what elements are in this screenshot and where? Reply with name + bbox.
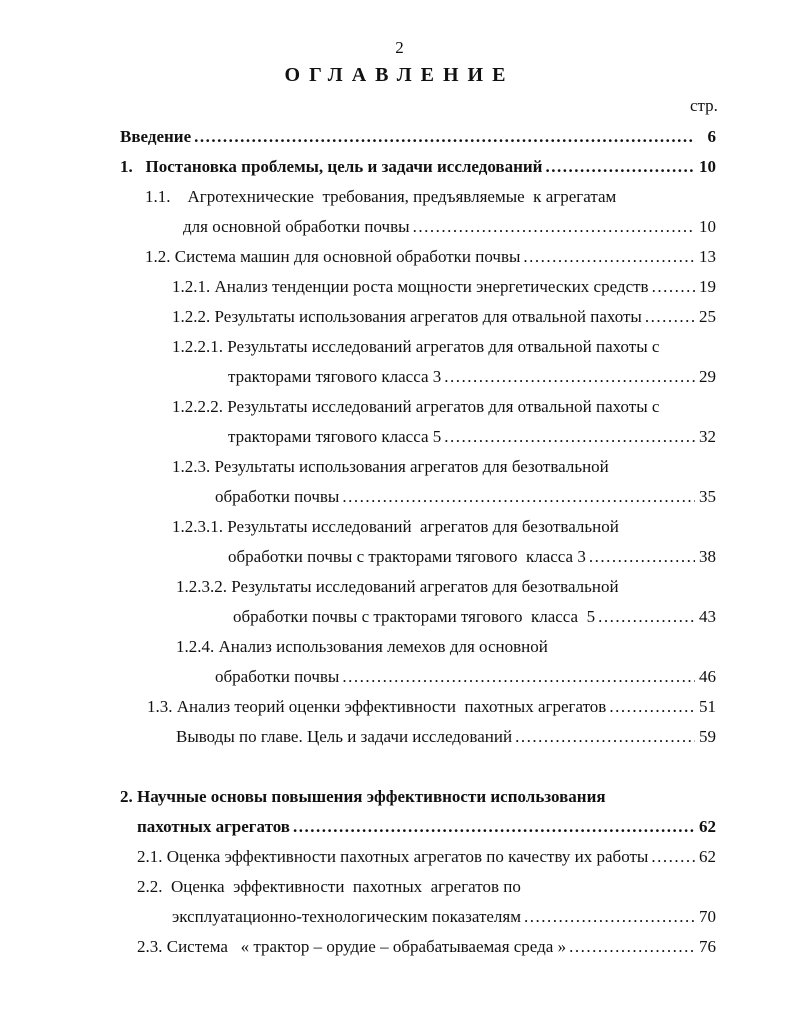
toc-entry-title: 1.2.2.2. Результаты исследований агрегат… [172, 397, 660, 416]
toc-entry: пахотных агрегатов 62 [137, 816, 716, 838]
toc-entry: Введение 6 [120, 126, 716, 148]
dot-leader [524, 906, 695, 928]
toc-entry-title: пахотных агрегатов [137, 817, 290, 836]
dot-leader [651, 846, 695, 868]
toc-entry-title: 1.2.4. Анализ использования лемехов для … [176, 637, 548, 656]
toc-entry-page: 6 [707, 127, 717, 146]
toc-entry-page: 38 [699, 547, 716, 566]
dot-leader [598, 606, 695, 628]
dot-leader [609, 696, 695, 718]
toc-entry-page: 10 [699, 217, 716, 236]
toc-entry-title: 1. Постановка проблемы, цель и задачи ис… [120, 157, 543, 176]
toc-entry: 1. Постановка проблемы, цель и задачи ис… [120, 156, 716, 178]
toc-entry: обработки почвы с тракторами тягового кл… [233, 606, 716, 628]
dot-leader [515, 726, 695, 748]
toc-entry: 1.2.4. Анализ использования лемехов для … [176, 636, 548, 658]
toc-entry: тракторами тягового класса 5 32 [228, 426, 716, 448]
toc-entry-title: 1.2.1. Анализ тенденции роста мощности э… [172, 277, 649, 296]
toc-entry-title: 1.2.3.1. Результаты исследований агрегат… [172, 517, 619, 536]
toc-entry-title: эксплуатационно-технологическим показате… [172, 907, 521, 926]
toc-entry: 1.2.3.2. Результаты исследований агрегат… [176, 576, 619, 598]
toc-entry-page: 76 [699, 937, 716, 956]
toc-entry-title: 1.2.2.1. Результаты исследований агрегат… [172, 337, 660, 356]
toc-entry-title: 2. Научные основы повышения эффективност… [120, 787, 606, 806]
toc-entry-title: 1.2.2. Результаты использования агрегато… [172, 307, 642, 326]
toc-entry: 2.3. Система « трактор – орудие – обраба… [137, 936, 716, 958]
toc-entry-page: 35 [699, 487, 716, 506]
dot-leader [523, 246, 695, 268]
dot-leader [652, 276, 695, 298]
toc-entry-page: 29 [699, 367, 716, 386]
toc-entry-title: Выводы по главе. Цель и задачи исследова… [176, 727, 513, 746]
dot-leader [293, 816, 695, 838]
toc-entry-page: 59 [699, 727, 716, 746]
toc-entry-title: 1.2.3. Результаты использования агрегато… [172, 457, 609, 476]
page-number: 2 [395, 38, 404, 57]
toc-entry: 2.1. Оценка эффективности пахотных агрег… [137, 846, 716, 868]
toc-entry-title: 1.3. Анализ теорий оценки эффективности … [147, 697, 607, 716]
dot-leader [194, 126, 695, 148]
toc-entry-title: 1.1. Агротехнические требования, предъяв… [145, 187, 617, 206]
toc-entry-title: обработки почвы [215, 487, 340, 506]
toc-entry-title: 1.2. Система машин для основной обработк… [145, 247, 521, 266]
toc-entry-page: 13 [699, 247, 716, 266]
toc-entry-page: 10 [699, 157, 716, 176]
toc-entry: Выводы по главе. Цель и задачи исследова… [176, 726, 716, 748]
toc-entry-title: обработки почвы с тракторами тягового кл… [228, 547, 586, 566]
toc-entry: 2. Научные основы повышения эффективност… [120, 786, 606, 808]
toc-entry-title: 1.2.3.2. Результаты исследований агрегат… [176, 577, 619, 596]
toc-entry: 1.2.2.1. Результаты исследований агрегат… [172, 336, 659, 358]
toc-entry-title: обработки почвы [215, 667, 340, 686]
toc-entry: обработки почвы 35 [215, 486, 716, 508]
toc-entry: 1.2.2. Результаты использования агрегато… [172, 306, 716, 328]
dot-leader [342, 486, 695, 508]
page-column-label: стр. [690, 96, 718, 115]
toc-entry-title: тракторами тягового класса 3 [228, 367, 442, 386]
toc-title: ОГЛАВЛЕНИЕ [284, 64, 515, 86]
toc-entry-title: для основной обработки почвы [183, 217, 410, 236]
toc-entry-title: обработки почвы с тракторами тягового кл… [233, 607, 596, 626]
toc-entry-title: тракторами тягового класса 5 [228, 427, 442, 446]
dot-leader [589, 546, 695, 568]
toc-entry-title: 2.1. Оценка эффективности пахотных агрег… [137, 847, 649, 866]
toc-entry: для основной обработки почвы 10 [183, 216, 716, 238]
dot-leader [413, 216, 695, 238]
toc-entry-page: 70 [699, 907, 716, 926]
toc-entry: тракторами тягового класса 3 29 [228, 366, 716, 388]
toc-entry: 1.2.2.2. Результаты исследований агрегат… [172, 396, 659, 418]
toc-entry-page: 62 [699, 847, 716, 866]
toc-entry-title: Введение [120, 127, 192, 146]
dot-leader [545, 156, 695, 178]
toc-entry: 1.3. Анализ теорий оценки эффективности … [147, 696, 716, 718]
toc-entry: обработки почвы 46 [215, 666, 716, 688]
toc-entry-page: 46 [699, 667, 716, 686]
dot-leader [342, 666, 695, 688]
dot-leader [569, 936, 695, 958]
dot-leader [645, 306, 695, 328]
toc-entry-page: 51 [699, 697, 716, 716]
toc-entry: обработки почвы с тракторами тягового кл… [228, 546, 716, 568]
toc-entry-title: 2.3. Система « трактор – орудие – обраба… [137, 937, 567, 956]
toc-entry-title: 2.2. Оценка эффективности пахотных агрег… [137, 877, 521, 896]
toc-entry: 2.2. Оценка эффективности пахотных агрег… [137, 876, 521, 898]
toc-entry: 1.2.1. Анализ тенденции роста мощности э… [172, 276, 716, 298]
toc-entry-page: 19 [699, 277, 716, 296]
toc-entry-page: 62 [699, 817, 716, 836]
toc-entry: 1.2.3. Результаты использования агрегато… [172, 456, 609, 478]
toc-entry: 1.2. Система машин для основной обработк… [145, 246, 716, 268]
dot-leader [444, 426, 695, 448]
toc-entry: эксплуатационно-технологическим показате… [172, 906, 716, 928]
toc-entry-page: 25 [699, 307, 716, 326]
toc-entry-page: 32 [699, 427, 716, 446]
toc-entry-page: 43 [699, 607, 716, 626]
dot-leader [444, 366, 695, 388]
toc-entry: 1.2.3.1. Результаты исследований агрегат… [172, 516, 619, 538]
toc-entry: 1.1. Агротехнические требования, предъяв… [145, 186, 616, 208]
